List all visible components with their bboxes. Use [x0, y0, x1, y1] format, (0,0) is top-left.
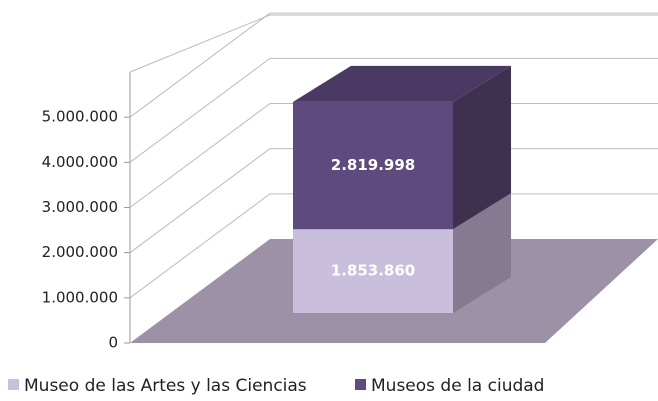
- bar-side: [453, 193, 511, 313]
- data-label: 2.819.998: [331, 156, 415, 174]
- y-tick-label: 3.000.000: [42, 198, 118, 216]
- y-tick-label: 1.000.000: [42, 288, 118, 306]
- bar-side: [453, 65, 511, 230]
- grid-line: [129, 148, 658, 254]
- bar: [293, 101, 453, 230]
- legend-swatch: [355, 379, 366, 390]
- legend-label: Museos de la ciudad: [371, 376, 544, 396]
- grid-line: [129, 57, 658, 163]
- y-tick-label: 5.000.000: [42, 108, 118, 126]
- y-tick-label: 2.000.000: [42, 243, 118, 261]
- bar: [293, 229, 453, 313]
- grid-line: [129, 103, 658, 208]
- grid-line: [129, 12, 658, 118]
- data-label: 1.853.860: [331, 262, 415, 280]
- legend-swatch: [8, 379, 19, 390]
- y-tick-label: 0: [108, 334, 118, 352]
- wall-edge: [129, 14, 271, 73]
- bar-top: [293, 65, 511, 102]
- legend-label: Museo de las Artes y las Ciencias: [24, 376, 307, 396]
- y-tick-label: 4.000.000: [42, 153, 118, 171]
- grid-line: [129, 193, 658, 299]
